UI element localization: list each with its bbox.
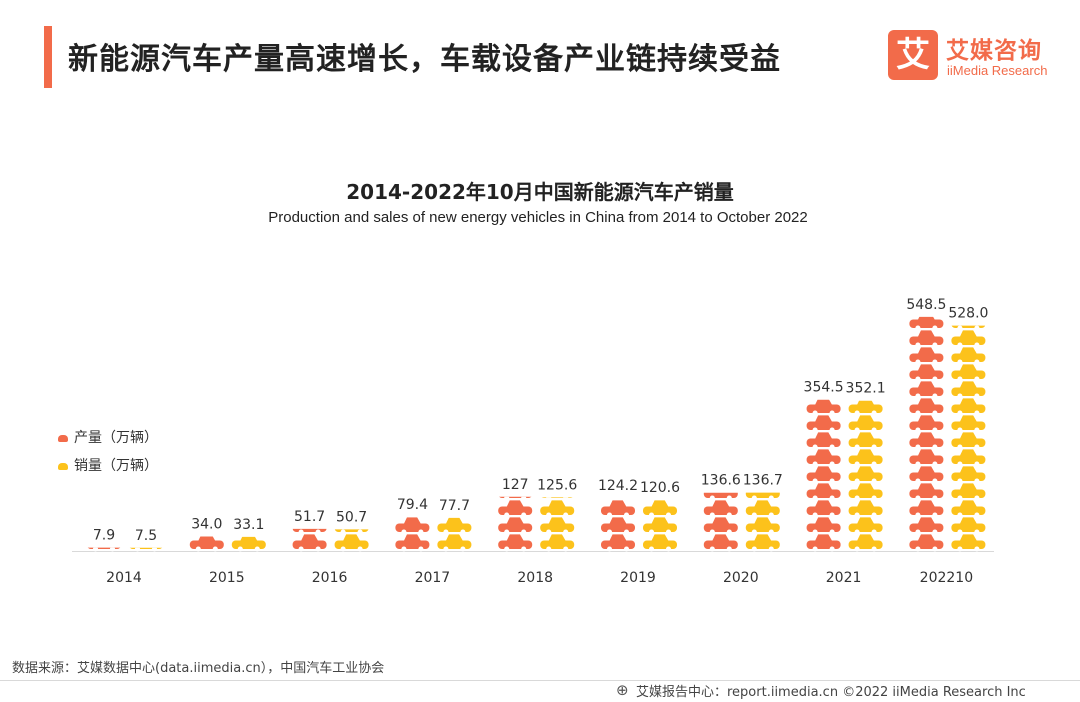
x-tick-label: 202210 xyxy=(920,570,973,586)
data-label: 136.6 xyxy=(701,473,741,489)
footer-divider xyxy=(0,680,1080,681)
data-label: 548.5 xyxy=(906,297,946,313)
data-label: 127 xyxy=(502,477,529,493)
chart-title: 2014-2022年10月中国新能源汽车产销量 xyxy=(346,180,734,204)
source-note: 数据来源：艾媒数据中心(data.iimedia.cn），中国汽车工业协会 xyxy=(12,661,385,676)
chart-legend: 产量（万辆） 销量（万辆） xyxy=(58,427,158,483)
data-label: 124.2 xyxy=(598,478,638,494)
bar-sales-2018 xyxy=(540,497,575,552)
bar-sales-2015 xyxy=(231,536,266,552)
title-accent-bar xyxy=(44,26,52,88)
x-tick-label: 2017 xyxy=(415,570,451,586)
x-tick-label: 2014 xyxy=(106,570,142,586)
legend-label-production: 产量（万辆） xyxy=(74,430,158,446)
legend-item-production: 产量（万辆） xyxy=(58,427,158,455)
bar-production-2017 xyxy=(395,517,430,552)
bar-sales-2019 xyxy=(643,500,677,552)
bar-sales-2017 xyxy=(437,517,472,552)
car-icon xyxy=(58,434,68,442)
bar-production-202210 xyxy=(909,316,944,552)
data-label: 33.1 xyxy=(233,517,264,533)
data-label: 120.6 xyxy=(640,480,680,496)
bar-production-2019 xyxy=(601,497,635,552)
logo-text-cn: 艾媒咨询 xyxy=(946,38,1042,64)
footer-report-site: 艾媒报告中心：report.iimedia.cn ©2022 iiMedia R… xyxy=(636,685,1026,700)
x-tick-label: 2019 xyxy=(620,570,656,586)
bar-production-2020 xyxy=(703,492,738,552)
data-label: 7.9 xyxy=(93,528,115,544)
brand-logo: 艾 艾媒咨询 iiMedia Research xyxy=(888,30,1060,82)
data-label: 125.6 xyxy=(537,477,577,493)
data-label: 354.5 xyxy=(804,380,844,396)
x-tick-label: 2021 xyxy=(826,570,862,586)
data-label: 7.5 xyxy=(135,528,157,544)
car-icon xyxy=(58,462,68,470)
logo-text-en: iiMedia Research xyxy=(947,63,1048,78)
bar-sales-2014 xyxy=(130,547,162,552)
x-tick-label: 2020 xyxy=(723,570,759,586)
bar-production-2014 xyxy=(87,547,121,552)
page-title: 新能源汽车产量高速增长，车载设备产业链持续受益 xyxy=(68,42,781,77)
bar-sales-2016 xyxy=(334,529,369,552)
data-label: 352.1 xyxy=(846,381,886,397)
data-label: 50.7 xyxy=(336,509,367,525)
data-label: 528.0 xyxy=(948,306,988,322)
data-label: 77.7 xyxy=(439,498,470,514)
bar-production-2021 xyxy=(806,399,841,552)
data-label: 51.7 xyxy=(294,509,325,525)
bar-sales-202210 xyxy=(951,325,986,552)
x-tick-label: 2016 xyxy=(312,570,348,586)
data-label: 79.4 xyxy=(397,497,428,513)
legend-item-sales: 销量（万辆） xyxy=(58,455,158,483)
logo-mark-icon: 艾 xyxy=(888,30,938,80)
bar-sales-2020 xyxy=(745,492,780,552)
bar-production-2015 xyxy=(189,536,224,552)
data-label: 136.7 xyxy=(743,473,783,489)
bar-production-2016 xyxy=(292,528,327,552)
x-tick-label: 2018 xyxy=(517,570,553,586)
bar-production-2018 xyxy=(498,496,533,552)
x-tick-label: 2015 xyxy=(209,570,245,586)
globe-icon: ⊕ xyxy=(616,681,629,699)
data-label: 34.0 xyxy=(191,516,222,532)
chart-subtitle: Production and sales of new energy vehic… xyxy=(268,209,808,226)
bar-sales-2021 xyxy=(848,400,883,552)
legend-label-sales: 销量（万辆） xyxy=(74,458,158,474)
